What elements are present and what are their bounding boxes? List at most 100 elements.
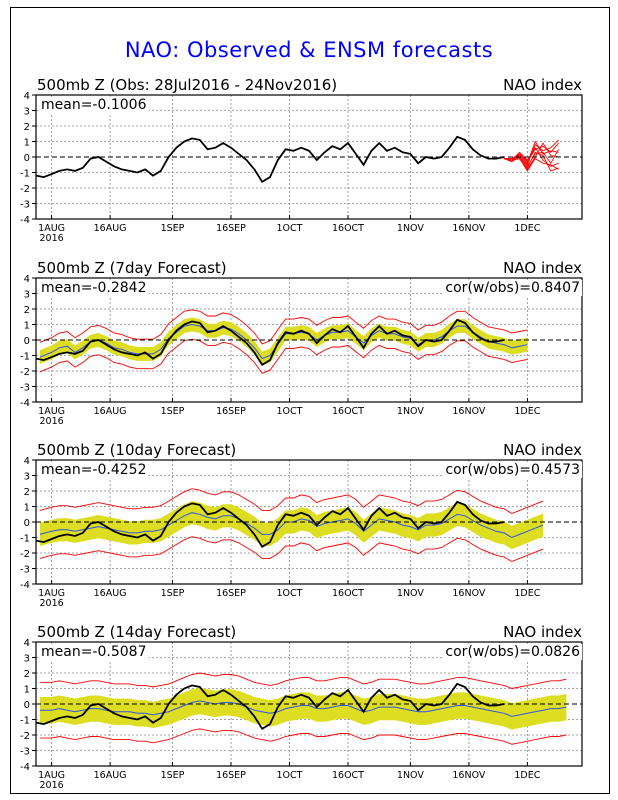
y-tick-label: 4 [24,638,30,649]
observed-line [36,500,505,549]
mean-annotation: mean=-0.1006 [41,97,147,113]
correlation-annotation: cor(w/obs)=0.8407 [445,280,580,296]
ensemble-member-line [503,146,559,167]
x-tick-label: 16AUG [94,406,127,417]
spread-band [39,687,567,730]
x-tick-label: 1NOV [397,223,424,234]
panel-3: 500mb Z (10day Forecast) NAO index -4 -3 -2 -… [20,441,583,609]
ensemble-member-line [503,157,559,172]
panel-index-label: NAO index [503,623,582,641]
y-tick-label: -4 [20,398,30,409]
panel-series [36,672,567,745]
y-tick-label: 2 [24,305,30,316]
y-tick-label: -3 [20,565,30,576]
y-tick-label: 0 [24,700,30,711]
y-tick-label: 1 [24,138,30,149]
y-tick-label: -3 [20,747,30,758]
x-tick-label: 1DEC [514,406,540,417]
y-tick-label: -2 [20,184,30,195]
y-tick-label: 0 [24,153,30,164]
mean-annotation-bg [39,280,149,296]
y-tick-label: -2 [20,549,30,560]
x-tick-label: 1NOV [397,770,424,781]
y-tick-label: 2 [24,669,30,680]
x-tick-label: 16AUG [94,588,127,599]
x-tick-label: 1SEP [161,406,185,417]
panel-heading: 500mb Z (Obs: 28Jul2016 - 24Nov2016) [37,76,337,94]
mean-annotation: mean=-0.4252 [41,462,146,478]
x-tick-label: 1NOV [397,406,424,417]
mean-annotation-bg [39,644,149,660]
x-tick-label: 16OCT [332,223,364,234]
y-tick-label: 4 [24,91,30,102]
y-tick-label: -1 [20,716,30,727]
x-tick-label: 1AUG [38,223,65,234]
x-tick-year: 2016 [40,598,64,609]
mean-annotation: mean=-0.5087 [41,644,146,660]
y-tick-label: -1 [20,169,30,180]
x-tick-label: 1DEC [514,588,540,599]
y-tick-label: 4 [24,456,30,467]
x-tick-label: 16OCT [332,588,364,599]
observed-line [36,682,505,731]
x-tick-label: 16OCT [332,770,364,781]
ensemble-mean-line [39,700,567,717]
y-tick-label: -1 [20,352,30,363]
y-tick-label: 3 [24,107,30,118]
panel-4: 500mb Z (14day Forecast) NAO index -4 -3 -2 -… [20,623,583,791]
x-tick-year: 2016 [40,780,64,791]
x-tick-label: 1AUG [38,770,65,781]
correlation-annotation: cor(w/obs)=0.4573 [445,462,580,478]
y-tick-label: 3 [24,290,30,301]
panels-layer: 500mb Z (Obs: 28Jul2016 - 24Nov2016) NAO … [20,76,583,791]
correlation-annotation-bg [443,644,583,660]
x-tick-label: 1AUG [38,406,65,417]
x-tick-year: 2016 [40,233,64,244]
panel-heading: 500mb Z (7day Forecast) [37,259,227,277]
y-tick-label: 3 [24,472,30,483]
x-tick-label: 16NOV [452,588,486,599]
panel-series [36,488,544,562]
panel-index-label: NAO index [503,76,582,94]
x-tick-label: 1DEC [514,770,540,781]
y-tick-label: -3 [20,200,30,211]
y-tick-label: -1 [20,534,30,545]
y-tick-label: 0 [24,336,30,347]
x-tick-year: 2016 [40,416,64,427]
y-tick-label: 2 [24,487,30,498]
figure-title: NAO: Observed & ENSM forecasts [124,38,494,62]
x-tick-label: 16SEP [216,406,246,417]
correlation-annotation: cor(w/obs)=0.0826 [445,644,580,660]
x-tick-label: 1AUG [38,588,65,599]
forecast-max-line [39,488,544,515]
y-tick-label: -3 [20,383,30,394]
correlation-annotation-bg [443,280,582,296]
observed-line [36,318,505,367]
forecast-min-line [39,536,544,562]
y-tick-label: 2 [24,122,30,133]
mean-annotation-bg [39,462,149,478]
y-tick-label: -4 [20,215,30,226]
x-tick-label: 1OCT [277,406,303,417]
x-tick-label: 16AUG [94,223,127,234]
observed-line [36,135,505,184]
panel-series [36,135,559,184]
mean-annotation-bg [39,97,149,113]
y-tick-label: 1 [24,321,30,332]
y-tick-label: 3 [24,654,30,665]
forecast-max-line [39,672,567,689]
panel-index-label: NAO index [503,441,582,459]
x-tick-label: 16NOV [452,223,486,234]
x-tick-label: 1OCT [277,588,303,599]
x-tick-label: 1OCT [277,770,303,781]
ensemble-member-line [503,151,559,172]
y-tick-label: -4 [20,580,30,591]
y-tick-label: 1 [24,503,30,514]
x-tick-label: 1SEP [161,588,185,599]
forecast-min-line [39,338,528,374]
x-tick-label: 16NOV [452,406,486,417]
ensemble-member-line [504,140,559,165]
correlation-annotation-bg [443,462,582,478]
y-tick-label: -2 [20,367,30,378]
